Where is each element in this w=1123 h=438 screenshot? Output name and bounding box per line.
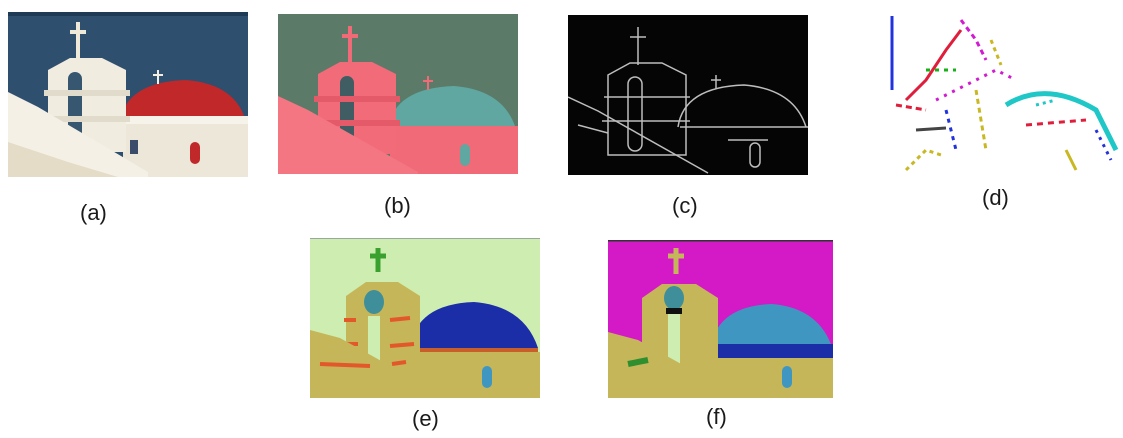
caption-e: (e) — [412, 406, 439, 431]
panel-f-image — [608, 240, 833, 398]
panel-e-image — [310, 238, 540, 398]
panel-a-image — [8, 12, 248, 177]
caption-c: (c) — [672, 193, 698, 218]
caption-b: (b) — [384, 193, 411, 218]
caption-d: (d) — [982, 185, 1009, 210]
caption-a: (a) — [80, 200, 107, 225]
panel-c-image — [568, 15, 808, 175]
caption-f: (f) — [706, 404, 727, 429]
panel-b-image — [278, 14, 518, 174]
panel-d-image — [886, 10, 1123, 175]
